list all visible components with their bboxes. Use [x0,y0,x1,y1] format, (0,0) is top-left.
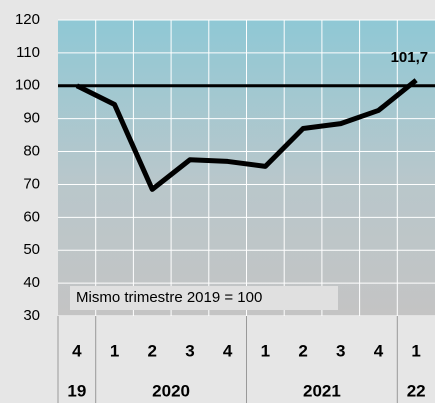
x-tick-label: 4 [223,341,233,360]
data-line [75,78,418,192]
x-tick-label: 1 [261,341,270,360]
x-tick-label: 2 [298,341,307,360]
x-tick-label: 3 [185,341,194,360]
x-tick-label: 1 [110,341,119,360]
x-tick-label: 2 [148,341,157,360]
group-label: 2021 [303,381,341,400]
y-tick-label: 100 [15,77,40,94]
group-label: 2020 [152,381,190,400]
y-tick-label: 30 [23,307,40,324]
y-tick-label: 110 [16,44,40,61]
y-tick-label: 40 [23,274,40,291]
annotation: Mismo trimestre 2019 = 100 [76,289,262,306]
y-tick-label: 60 [23,208,40,225]
y-tick-label: 80 [23,143,40,160]
data-label: 101,7 [391,49,429,66]
x-tick-label: 4 [374,341,384,360]
y-tick-label: 50 [23,241,40,258]
group-label: 22 [407,381,426,400]
annotation-box [70,286,338,310]
x-tick-label: 3 [336,341,345,360]
x-tick-label: 4 [72,341,82,360]
y-tick-label: 70 [23,175,40,192]
x-tick-label: 1 [411,341,420,360]
y-tick-label: 90 [23,110,40,127]
group-label: 19 [67,381,86,400]
y-tick-label: 120 [15,11,40,28]
